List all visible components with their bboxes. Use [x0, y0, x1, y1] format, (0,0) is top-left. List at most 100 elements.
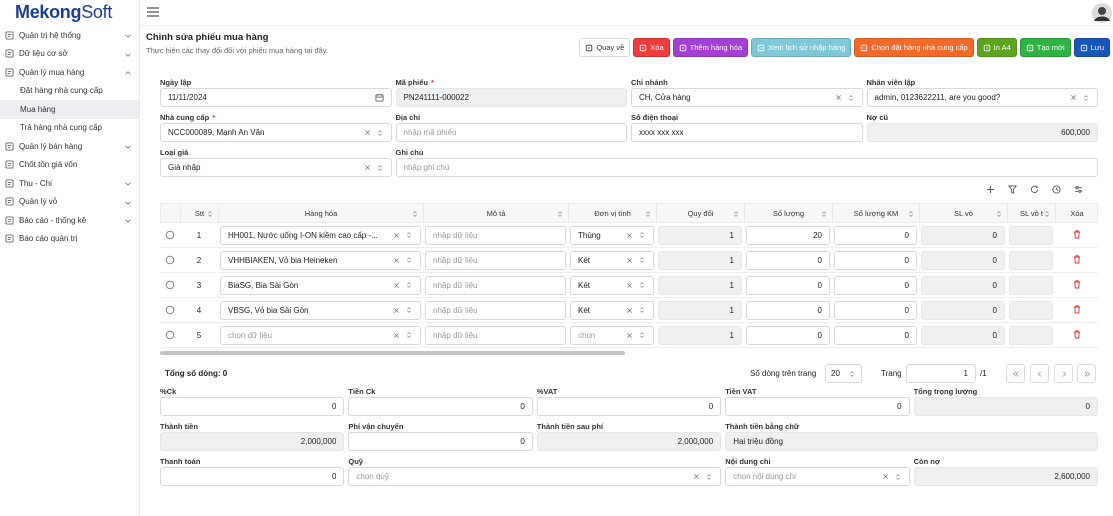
nav-item[interactable]: Thu - Chi — [0, 174, 139, 193]
cell-input[interactable]: 0 — [834, 325, 917, 345]
input-box[interactable]: Giá nhập — [160, 158, 392, 177]
prev-page[interactable] — [1030, 364, 1049, 383]
input-box[interactable]: nhập ghi chú — [395, 158, 1098, 177]
action-button[interactable]: Quay về — [579, 38, 631, 57]
cell-input[interactable]: nhập dữ liệu — [425, 275, 566, 295]
action-button[interactable]: Xóa — [633, 38, 670, 57]
filter-icon[interactable] — [1008, 185, 1017, 194]
action-button[interactable]: Lưu — [1073, 38, 1110, 57]
cell-input[interactable]: Két — [570, 250, 654, 270]
cell-input[interactable]: 20 — [746, 225, 830, 245]
cell-input[interactable]: VHHBIAKEN, Vỏ bia Heineken — [220, 250, 421, 270]
nav-item[interactable]: Quản lý bán hàng — [0, 137, 139, 156]
header-cell[interactable]: SL vỏ — [920, 204, 1008, 222]
cell-value: 0 — [904, 230, 909, 240]
cell-input[interactable]: HH001, Nước uống I-ON kiềm cao cấp -... — [220, 225, 421, 245]
action-button[interactable]: Tạo mới — [1019, 38, 1071, 57]
action-button[interactable]: Xem lịch sử nhập hàng — [751, 38, 852, 57]
row-select[interactable] — [160, 255, 180, 265]
header-cell[interactable]: Hàng hóa — [219, 204, 424, 222]
cell-input[interactable]: nhập dữ liệu — [425, 250, 566, 270]
header-cell[interactable]: Mô tả — [424, 204, 569, 222]
input-box[interactable]: 0 — [348, 432, 533, 451]
cell-input[interactable]: VBSG, Vỏ bia Sài Gòn — [220, 300, 421, 320]
delete-button[interactable] — [1072, 229, 1082, 241]
sort-icon — [407, 307, 411, 313]
nav-subitem[interactable]: Mua hàng — [0, 100, 139, 119]
row-select[interactable] — [160, 230, 180, 240]
row-select[interactable] — [160, 330, 180, 340]
delete-button[interactable] — [1072, 329, 1082, 341]
cell-input[interactable]: Thùng — [570, 225, 654, 245]
history-icon[interactable] — [1052, 185, 1061, 194]
row-select[interactable] — [160, 305, 180, 315]
nav-item[interactable]: Chốt tồn giá vốn — [0, 156, 139, 175]
delete-button[interactable] — [1072, 304, 1082, 316]
input-box[interactable]: 0 — [160, 467, 345, 486]
cell-input[interactable]: 0 — [746, 250, 830, 270]
cell-input[interactable]: chọn dữ liệu — [220, 325, 421, 345]
header-cell[interactable]: Quy đổi — [657, 204, 745, 222]
table-cell: Thùng — [568, 225, 656, 245]
input-box[interactable]: 0 — [725, 397, 910, 416]
input-box[interactable]: NCC000089, Mạnh An Văn — [160, 123, 392, 142]
cell-input[interactable]: nhập dữ liệu — [425, 325, 566, 345]
nav-item[interactable]: Quản lý mua hàng — [0, 63, 139, 82]
user-avatar[interactable] — [1092, 3, 1112, 23]
cell-input[interactable]: nhập dữ liệu — [425, 225, 566, 245]
cell-input[interactable]: chọn — [570, 325, 654, 345]
cell-input[interactable]: BiaSG, Bia Sài Gòn — [220, 275, 421, 295]
row-select[interactable] — [160, 280, 180, 290]
nav-subitem[interactable]: Trả hàng nhà cung cấp — [20, 123, 102, 133]
action-button[interactable]: Chọn đặt hàng nhà cung cấp — [854, 38, 974, 57]
delete-button[interactable] — [1072, 254, 1082, 266]
input-box[interactable]: nhập mã phiếu — [395, 123, 627, 142]
input-box[interactable]: 0 — [160, 397, 345, 416]
next-page[interactable] — [1054, 364, 1073, 383]
last-page[interactable] — [1077, 364, 1096, 383]
cell-input[interactable]: 0 — [834, 300, 917, 320]
input-box[interactable]: xxxx xxx xxx — [631, 123, 863, 142]
cell-input[interactable]: Két — [570, 300, 654, 320]
nav-item[interactable]: Quản lý vỏ — [0, 193, 139, 212]
menu-toggle[interactable] — [147, 7, 159, 17]
header-cell[interactable]: Số lượng KM — [833, 204, 920, 222]
nav-item[interactable]: Quản trị hệ thống — [0, 26, 139, 45]
input-box[interactable]: 0 — [348, 397, 533, 416]
header-cell[interactable]: Stt — [181, 204, 219, 222]
input-box[interactable]: chọn nội dung chi — [725, 467, 910, 486]
cell-input[interactable]: 0 — [746, 275, 830, 295]
cell-input[interactable]: Két — [570, 275, 654, 295]
first-page[interactable] — [1006, 364, 1025, 383]
cell-input[interactable]: 0 — [834, 225, 917, 245]
cell-input[interactable]: nhập dữ liệu — [425, 300, 566, 320]
cell-input[interactable]: 0 — [746, 300, 830, 320]
cell-input[interactable]: 0 — [834, 250, 917, 270]
nav-item[interactable]: Báo cáo - thống kê — [0, 211, 139, 230]
input-box[interactable]: CH, Cửa hàng — [631, 88, 863, 107]
header-cell[interactable]: SL vỏ t — [1008, 204, 1056, 222]
refresh-icon[interactable] — [1030, 185, 1039, 194]
input-box[interactable]: 0 — [536, 397, 722, 416]
nav-item[interactable]: Dữ liệu cơ sở — [0, 45, 139, 64]
input-box[interactable]: 11/11/2024 — [160, 88, 392, 107]
form-field: Thành tiền bằng chữ Hai triệu đồng — [725, 422, 1098, 451]
input-box[interactable]: chọn quỹ — [348, 467, 722, 486]
select-icons — [393, 281, 413, 289]
table-scrollbar[interactable] — [160, 351, 625, 355]
cell-input[interactable]: 0 — [834, 275, 917, 295]
header-cell[interactable]: Số lượng — [745, 204, 833, 222]
nav-item[interactable]: Báo cáo quản trị — [0, 230, 139, 249]
header-cell[interactable]: Đơn vị tính — [569, 204, 657, 222]
nav-subitem[interactable]: Đặt hàng nhà cung cấp — [20, 86, 103, 96]
page-size-select[interactable]: 20 — [825, 364, 862, 383]
delete-button[interactable] — [1072, 279, 1082, 291]
table-row: 1 HH001, Nước uống I-ON kiềm cao cấp -...… — [160, 223, 1098, 248]
settings-icon[interactable] — [1074, 185, 1083, 194]
input-box[interactable]: admin, 0123622211, are you good? — [866, 88, 1098, 107]
add-icon[interactable] — [986, 185, 995, 194]
page-input[interactable]: 1 — [906, 364, 976, 383]
cell-input[interactable]: 0 — [746, 325, 830, 345]
action-button[interactable]: Thêm hàng hóa — [672, 38, 749, 57]
action-button[interactable]: In A4 — [976, 38, 1017, 57]
